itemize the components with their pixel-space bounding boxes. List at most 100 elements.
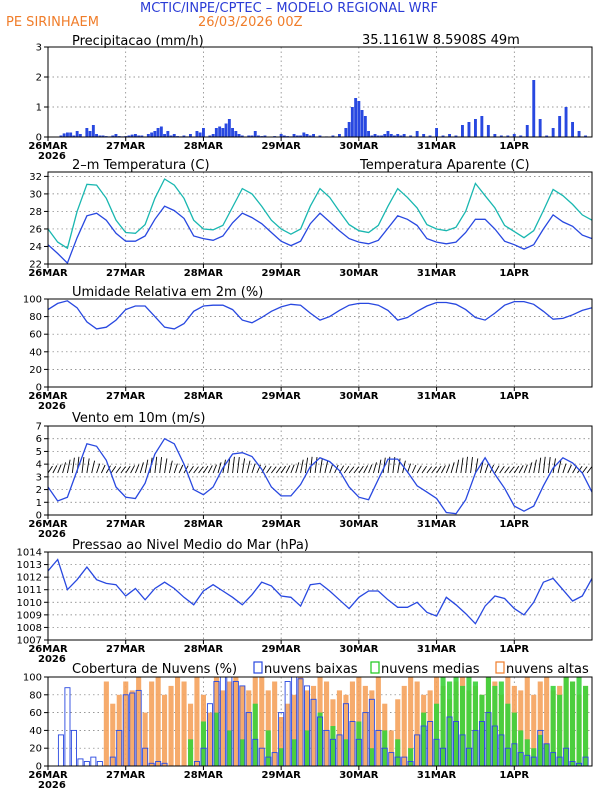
wind-arrow xyxy=(314,457,318,474)
cloud-bar-nuvens-altas xyxy=(110,703,116,766)
precip-bar xyxy=(140,135,144,137)
wind-title: Vento em 10m (m/s) xyxy=(72,411,205,426)
wind-arrow xyxy=(479,460,484,474)
wind-arrow xyxy=(329,463,334,474)
temp-series-1-line xyxy=(47,178,593,250)
precip-bar xyxy=(538,119,542,137)
precip-bar xyxy=(532,80,536,137)
rh-xtick-label: 28MAR xyxy=(184,391,224,402)
clouds-xtick-label: 30MAR xyxy=(339,770,379,781)
precip-bar xyxy=(357,101,361,137)
wind-arrow xyxy=(203,465,209,474)
clouds-ytick-label: 20 xyxy=(29,744,42,755)
pressure-panel: Pressao ao Nivel Medio do Mar (hPa) 1007… xyxy=(17,538,593,665)
wind-arrow xyxy=(353,466,360,474)
precip-bar xyxy=(172,134,176,137)
cloud-bar-nuvens-altas xyxy=(123,681,129,766)
wind-ytick-label: 5 xyxy=(36,447,42,458)
cloud-bar-nuvens-medias xyxy=(544,743,550,767)
precip-bar xyxy=(153,131,157,137)
cloud-bar-nuvens-medias xyxy=(343,739,349,766)
wind-arrow xyxy=(421,466,427,474)
wind-arrow xyxy=(57,464,62,474)
precip-bar xyxy=(211,134,215,137)
cloud-bar-nuvens-medias xyxy=(447,681,453,766)
wind-arrow xyxy=(47,465,53,474)
wind-arrow xyxy=(499,466,505,474)
precip-bar xyxy=(373,134,377,137)
pressure-line xyxy=(47,558,593,625)
clouds-panel: Cobertura de Nuvens (%) nuvens baixas nu… xyxy=(23,661,593,791)
rh-ytick-label: 100 xyxy=(23,295,42,306)
wind-arrow xyxy=(562,463,567,474)
precip-panel: Precipitacao (mm/h) 35.1161W 8.5908S 49m… xyxy=(28,33,593,162)
precip-bar xyxy=(350,107,354,137)
precip-bar xyxy=(231,128,234,137)
precip-bar xyxy=(214,128,218,137)
precip-bar xyxy=(295,135,299,137)
rh-panel: Umidade Relativa em 2m (%) 020406080100 … xyxy=(23,285,593,412)
wind-arrow xyxy=(193,466,199,474)
clouds-xtick-label: 28MAR xyxy=(184,770,224,781)
wind-arrow xyxy=(358,465,364,474)
precip-bar xyxy=(422,134,426,137)
wind-vectors xyxy=(47,456,593,474)
precip-ytick-label: 0 xyxy=(36,133,42,144)
precip-xtick-label: 29MAR xyxy=(261,141,301,152)
precip-xtick-label: 1APR xyxy=(499,141,529,152)
cloud-bar-nuvens-medias xyxy=(408,748,414,766)
clouds-xtick-label: 27MAR xyxy=(106,770,146,781)
cloud-bar-nuvens-altas xyxy=(298,677,304,766)
precip-bar xyxy=(159,126,163,137)
cloud-bar-nuvens-medias xyxy=(291,739,297,766)
precip-bar xyxy=(338,134,341,137)
pressure-xtick-label: 26MAR xyxy=(28,644,68,655)
precip-bar xyxy=(292,134,296,137)
precip-bar xyxy=(182,135,186,137)
precip-bar xyxy=(156,128,160,137)
precip-bar xyxy=(347,122,351,137)
pressure-ytick-label: 1007 xyxy=(17,636,42,647)
precip-bar xyxy=(62,133,66,137)
cloud-bar-nuvens-medias xyxy=(524,739,530,766)
wind-arrow xyxy=(86,458,90,474)
wind-arrow xyxy=(509,466,515,474)
clouds-bars xyxy=(57,676,589,767)
precip-bar xyxy=(234,131,238,137)
precip-bar xyxy=(240,135,244,137)
wind-arrow xyxy=(66,459,71,474)
pressure-title: Pressao ao Nivel Medio do Mar (hPa) xyxy=(72,538,309,553)
precip-bar xyxy=(299,135,302,137)
precip-bar xyxy=(545,135,549,137)
cloud-bar-nuvens-medias xyxy=(576,677,582,766)
precip-bar xyxy=(383,134,387,137)
precip-bar xyxy=(318,135,322,137)
precip-title: Precipitacao (mm/h) xyxy=(72,34,204,49)
wind-arrow xyxy=(125,465,131,474)
cloud-bar-nuvens-altas xyxy=(524,677,530,766)
wind-arrow xyxy=(52,465,58,474)
cloud-bar-nuvens-medias xyxy=(460,685,466,766)
cloud-bar-nuvens-altas xyxy=(349,681,355,766)
cloud-bar-nuvens-altas xyxy=(136,677,142,766)
wind-arrow xyxy=(207,465,213,474)
cloud-bar-nuvens-medias xyxy=(252,703,258,766)
wind-ytick-label: 1 xyxy=(36,498,42,509)
wind-xtick-label: 30MAR xyxy=(339,519,379,530)
cloud-bar-nuvens-medias xyxy=(563,677,569,766)
wind-arrow xyxy=(110,466,117,474)
cloud-bar-nuvens-medias xyxy=(356,721,362,766)
cloud-bar-nuvens-altas xyxy=(401,685,407,766)
precip-bar xyxy=(163,134,166,137)
wind-arrow xyxy=(144,459,149,474)
wind-arrow xyxy=(581,466,588,474)
wind-arrow xyxy=(280,465,286,474)
cloud-bar-nuvens-altas xyxy=(175,677,181,766)
wind-arrow xyxy=(528,462,533,474)
precip-bar xyxy=(448,134,451,137)
wind-year-label: 2026 xyxy=(38,529,66,540)
precip-yticks: 0 1 2 3 xyxy=(36,43,48,144)
wind-arrow xyxy=(251,463,256,474)
precip-bar xyxy=(189,134,192,137)
temp-xtick-label: 31MAR xyxy=(417,268,457,279)
